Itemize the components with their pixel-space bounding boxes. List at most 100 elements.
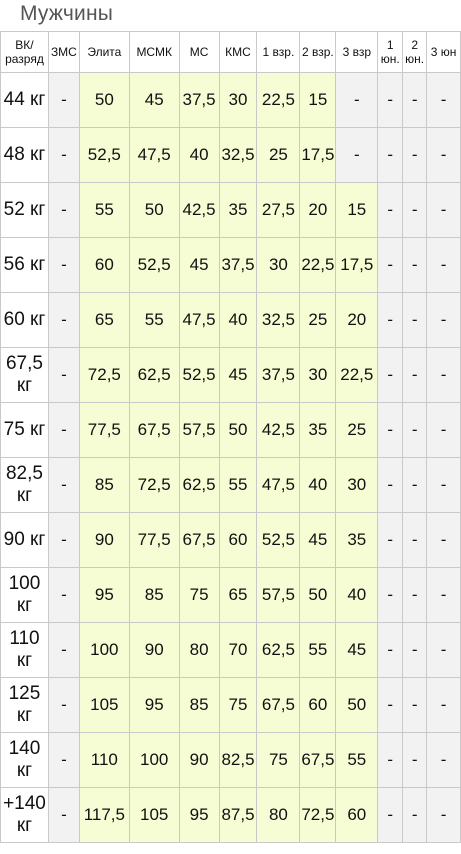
standard-value-cell: 45: [178, 237, 220, 293]
standard-value-cell: 17,5: [299, 127, 337, 183]
weight-class-cell: 60 кг: [0, 292, 49, 348]
column-header: Элита: [78, 31, 130, 73]
empty-standard-cell: -: [426, 127, 461, 183]
standard-value-cell: 47,5: [256, 457, 301, 513]
empty-standard-cell: -: [377, 347, 404, 403]
empty-standard-cell: -: [47, 182, 80, 238]
table-row: 100 кг -95 85 75 65 57,5 50 40- - -: [0, 567, 461, 623]
empty-standard-cell: -: [426, 732, 461, 788]
empty-standard-cell: -: [426, 72, 461, 128]
weight-class-cell: 52 кг: [0, 182, 49, 238]
standard-value-cell: 55: [128, 292, 180, 348]
column-header: 1 взр.: [256, 31, 301, 73]
standard-value-cell: 32,5: [256, 292, 301, 348]
empty-standard-cell: -: [377, 237, 404, 293]
standard-value-cell: 47,5: [178, 292, 220, 348]
column-header: 3 юн: [426, 31, 461, 73]
standard-value-cell: 32,5: [218, 127, 258, 183]
standard-value-cell: 60: [299, 677, 337, 733]
standard-value-cell: 82,5: [218, 732, 258, 788]
empty-standard-cell: -: [402, 787, 428, 843]
empty-standard-cell: -: [47, 677, 80, 733]
standard-value-cell: 110: [78, 732, 130, 788]
weight-class-cell: 75 кг: [0, 402, 49, 458]
empty-standard-cell: -: [377, 127, 404, 183]
table-row: 48 кг -52,5 47,5 40 32,5 25 17,5- - - -: [0, 127, 461, 183]
empty-standard-cell: -: [377, 72, 404, 128]
standard-value-cell: 30: [256, 237, 301, 293]
standard-value-cell: 85: [178, 677, 220, 733]
empty-standard-cell: -: [426, 182, 461, 238]
empty-standard-cell: -: [377, 622, 404, 678]
standard-value-cell: 62,5: [178, 457, 220, 513]
standard-value-cell: 105: [128, 787, 180, 843]
empty-standard-cell: -: [426, 347, 461, 403]
standard-value-cell: 67,5: [178, 512, 220, 568]
empty-standard-cell: -: [426, 677, 461, 733]
standard-value-cell: 25: [335, 402, 379, 458]
column-header: ЗМС: [47, 31, 80, 73]
standard-value-cell: 75: [256, 732, 301, 788]
standard-value-cell: 60: [335, 787, 379, 843]
weight-class-cell: 82,5 кг: [0, 457, 49, 513]
column-header: 2 взр.: [299, 31, 337, 73]
standard-value-cell: 17,5: [335, 237, 379, 293]
standard-value-cell: 37,5: [218, 237, 258, 293]
empty-standard-cell: -: [377, 787, 404, 843]
standard-value-cell: 95: [78, 567, 130, 623]
standard-value-cell: 57,5: [256, 567, 301, 623]
standard-value-cell: 22,5: [256, 72, 301, 128]
table-row: 82,5 кг -85 72,5 62,5 55 47,5 40 30- - -: [0, 457, 461, 513]
empty-standard-cell: -: [402, 732, 428, 788]
table-row: 60 кг -65 55 47,5 40 32,5 25 20- - -: [0, 292, 461, 348]
standard-value-cell: 40: [218, 292, 258, 348]
empty-standard-cell: -: [402, 622, 428, 678]
standard-value-cell: 67,5: [256, 677, 301, 733]
standard-value-cell: 80: [178, 622, 220, 678]
table-row: 125 кг -105 95 85 75 67,5 60 50- - -: [0, 677, 461, 733]
standard-value-cell: 77,5: [78, 402, 130, 458]
table-row: +140 кг -117,5 105 95 87,5 80 72,5 60- - -: [0, 787, 461, 843]
empty-standard-cell: -: [402, 127, 428, 183]
standard-value-cell: 22,5: [299, 237, 337, 293]
weight-class-cell: 48 кг: [0, 127, 49, 183]
empty-standard-cell: -: [47, 292, 80, 348]
standard-value-cell: 75: [218, 677, 258, 733]
empty-standard-cell: -: [426, 512, 461, 568]
standard-value-cell: 72,5: [299, 787, 337, 843]
empty-standard-cell: -: [377, 677, 404, 733]
empty-standard-cell: -: [47, 787, 80, 843]
empty-standard-cell: -: [426, 457, 461, 513]
column-header: 2 юн.: [402, 31, 428, 73]
standard-value-cell: 95: [128, 677, 180, 733]
standard-value-cell: 60: [78, 237, 130, 293]
empty-standard-cell: -: [402, 347, 428, 403]
weight-class-cell: 67,5 кг: [0, 347, 49, 403]
standard-value-cell: 27,5: [256, 182, 301, 238]
standard-value-cell: 52,5: [178, 347, 220, 403]
standard-value-cell: 37,5: [256, 347, 301, 403]
empty-standard-cell: -: [377, 292, 404, 348]
empty-standard-cell: -: [402, 72, 428, 128]
empty-standard-cell: -: [47, 402, 80, 458]
standard-value-cell: 67,5: [299, 732, 337, 788]
standard-value-cell: 55: [299, 622, 337, 678]
standard-value-cell: 30: [218, 72, 258, 128]
standard-value-cell: 22,5: [335, 347, 379, 403]
standard-value-cell: 85: [128, 567, 180, 623]
empty-standard-cell: -: [377, 732, 404, 788]
standard-value-cell: 52,5: [256, 512, 301, 568]
empty-standard-cell: -: [402, 402, 428, 458]
empty-standard-cell: -: [377, 402, 404, 458]
empty-standard-cell: -: [402, 677, 428, 733]
standard-value-cell: 87,5: [218, 787, 258, 843]
empty-standard-cell: -: [402, 182, 428, 238]
header-row: ВК/ разряд ЗМС Элита МСМК МС КМС 1 взр. 2 взр. 3…: [0, 31, 461, 73]
weight-class-cell: 44 кг: [0, 72, 49, 128]
standard-value-cell: 20: [299, 182, 337, 238]
empty-standard-cell: -: [47, 457, 80, 513]
empty-standard-cell: -: [47, 237, 80, 293]
empty-standard-cell: -: [47, 567, 80, 623]
standard-value-cell: 15: [299, 72, 337, 128]
standard-value-cell: 50: [299, 567, 337, 623]
